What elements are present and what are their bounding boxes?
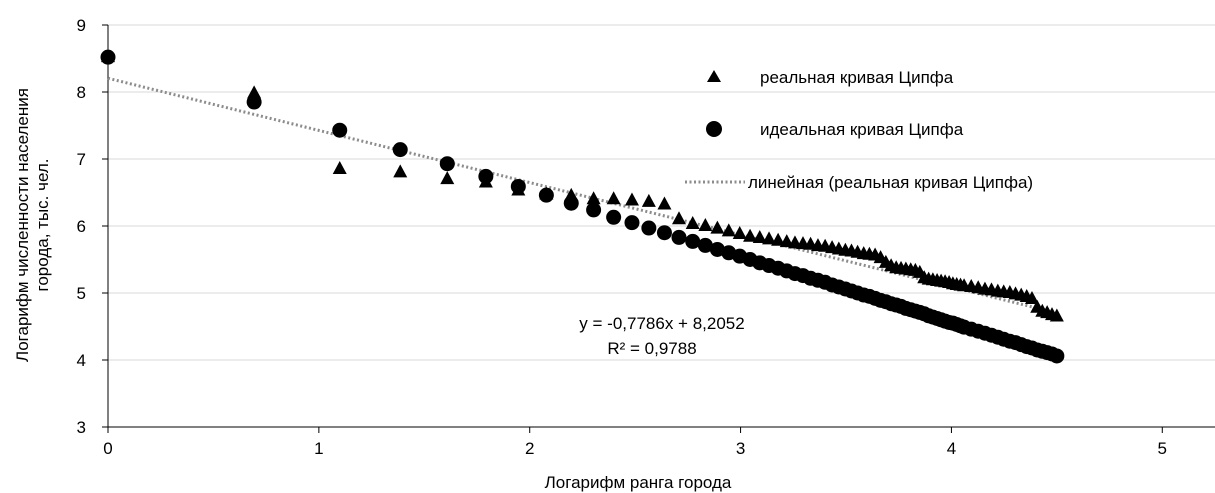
ideal-point [606,209,622,225]
real-point [743,228,758,242]
real-point [440,171,455,185]
legend-label-real: реальная кривая Ципфа [760,68,954,87]
real-point [685,215,700,229]
ideal-point [332,122,348,138]
real-point [721,223,736,237]
ideal-point [671,229,687,245]
ideal-point [709,241,725,257]
real-point [771,232,786,246]
ideal-point [478,168,494,184]
trend-equation: y = -0,7786x + 8,2052 R² = 0,9788 [579,314,744,358]
y-tick-label: 7 [77,150,86,169]
y-tick-label: 3 [77,418,86,437]
real-point [332,161,347,175]
x-tick-label: 1 [314,439,323,458]
ideal-point [685,233,701,249]
legend-label-trend: линейная (реальная кривая Ципфа) [748,173,1033,192]
legend-circle-marker [706,121,722,137]
real-point [762,231,777,245]
real-point [732,226,747,240]
real-point [657,196,672,210]
y-axis-title-line-1: Логарифм численности населения [13,88,32,362]
ideal-point [586,202,602,218]
equation-line: y = -0,7786x + 8,2052 [579,314,744,333]
axes: 3 4 5 6 7 8 9 0 1 2 3 4 5 [77,16,1215,458]
series-real [101,49,1064,322]
r-squared-line: R² = 0,9788 [607,339,696,358]
real-point [641,193,656,207]
ideal-point [1049,348,1065,364]
real-point [393,164,408,178]
x-axis-title: Логарифм ранга города [545,473,732,492]
y-tick-label: 4 [77,351,86,370]
data-points [100,49,1065,364]
real-point [710,220,725,234]
x-tick-label: 3 [736,439,745,458]
ideal-point [510,178,526,194]
y-tick-label: 5 [77,284,86,303]
ideal-point [392,142,408,158]
real-point [606,191,621,205]
ideal-point [563,195,579,211]
real-point [624,192,639,206]
ideal-point [624,215,640,231]
y-axis-title-line-2: города, тыс. чел. [33,159,52,292]
ideal-point [538,187,554,203]
y-tick-label: 8 [77,83,86,102]
ideal-point [246,94,262,110]
legend-triangle-marker [707,70,721,82]
x-tick-label: 4 [947,439,956,458]
ideal-point [100,49,116,65]
real-point [1049,308,1064,322]
real-point [672,211,687,225]
y-axis-title: Логарифм численности населения города, т… [13,88,52,362]
real-point [586,191,601,205]
real-point [752,230,767,244]
x-tick-label: 0 [103,439,112,458]
x-tick-label: 2 [525,439,534,458]
ideal-point [439,156,455,172]
real-point [1024,291,1039,305]
legend: реальная кривая Ципфа идеальная кривая Ц… [685,68,1033,192]
x-tick-label: 5 [1158,439,1167,458]
series-ideal [100,49,1065,364]
y-tick-label: 9 [77,16,86,35]
y-tick-label: 6 [77,217,86,236]
ideal-point [697,237,713,253]
ideal-point [656,225,672,241]
real-point [698,218,713,231]
real-point [779,234,794,248]
real-point [247,85,262,99]
legend-label-ideal: идеальная кривая Ципфа [760,120,964,139]
ideal-point [641,220,657,236]
